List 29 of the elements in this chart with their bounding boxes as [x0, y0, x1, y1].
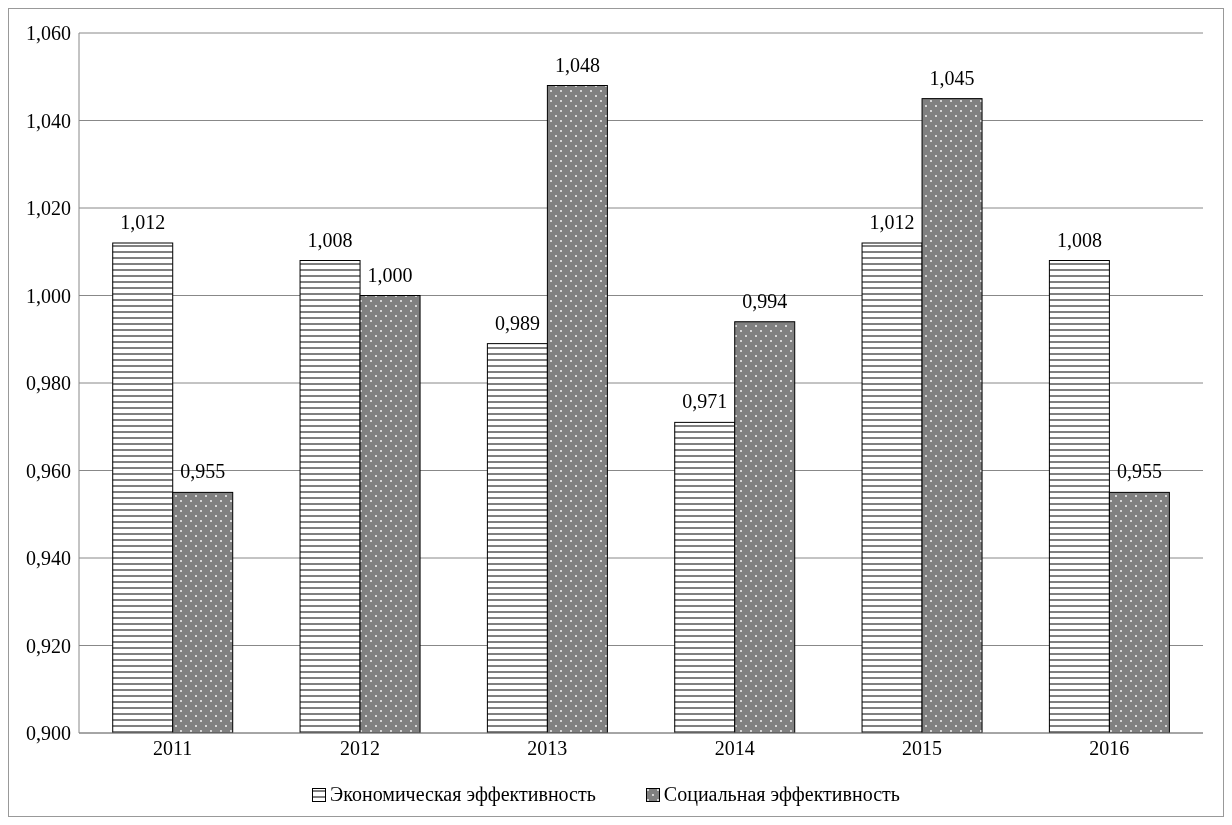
x-tick-label: 2014: [714, 737, 755, 760]
data-label: 1,045: [929, 66, 975, 89]
data-label: 1,008: [307, 228, 353, 251]
y-tick-label: 0,900: [26, 722, 71, 745]
x-tick-label: 2015: [902, 737, 942, 760]
y-tick-label: 1,000: [26, 284, 71, 307]
x-tick-label: 2012: [340, 737, 380, 760]
legend-label: Социальная эффективность: [663, 783, 900, 806]
data-label: 0,955: [180, 460, 226, 483]
y-tick-label: 0,980: [26, 372, 71, 395]
data-label: 0,971: [682, 390, 728, 413]
data-label: 1,000: [367, 263, 413, 286]
y-tick-label: 0,920: [26, 634, 71, 657]
data-label: 1,008: [1056, 228, 1102, 251]
y-tick-label: 1,020: [26, 197, 71, 220]
data-label: 1,012: [120, 211, 166, 233]
data-label: 0,994: [742, 289, 788, 312]
data-label: 1,012: [869, 211, 915, 233]
y-tick-label: 1,040: [26, 109, 71, 132]
data-label: 1,048: [554, 53, 600, 76]
x-tick-label: 2011: [153, 737, 193, 760]
x-tick-label: 2016: [1089, 737, 1130, 760]
text: Экономическая эффективность: [330, 783, 596, 806]
y-tick-label: 1,060: [26, 22, 71, 45]
x-tick-label: 2013: [527, 737, 568, 760]
y-tick-label: 0,940: [26, 547, 71, 570]
data-label: 0,989: [494, 311, 540, 334]
data-label: 0,955: [1116, 460, 1162, 483]
y-tick-label: 0,960: [26, 459, 71, 482]
